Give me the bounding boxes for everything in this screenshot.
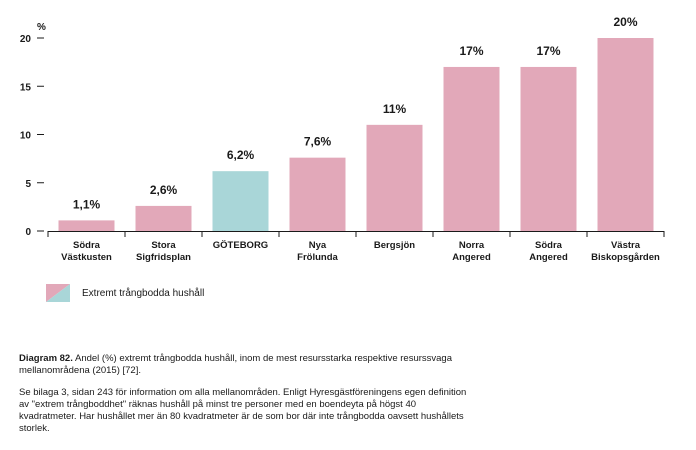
bar xyxy=(366,124,423,231)
legend: Extremt trångbodda hushåll xyxy=(46,284,204,302)
x-tick-label: Biskopsgården xyxy=(591,252,660,263)
legend-swatch-teal xyxy=(46,284,70,302)
x-tick-label: Västkusten xyxy=(61,252,112,263)
x-tick-label: Angered xyxy=(452,252,491,263)
y-axis-unit: % xyxy=(37,22,46,33)
y-tick-label: 0 xyxy=(25,227,31,238)
x-tick-label: Norra xyxy=(459,240,485,251)
x-tick-label: Frölunda xyxy=(297,252,338,263)
data-label: 17% xyxy=(459,44,483,58)
y-tick-label: 10 xyxy=(20,131,32,142)
x-tick-label: Sigfridsplan xyxy=(136,252,191,263)
bar xyxy=(443,66,500,231)
bar xyxy=(597,38,654,231)
x-tick-label: Bergsjön xyxy=(374,240,415,251)
data-label: 6,2% xyxy=(227,148,255,162)
caption-note: Se bilaga 3, sidan 243 för information o… xyxy=(19,387,467,434)
y-tick-label: 20 xyxy=(20,34,32,45)
bar xyxy=(212,171,269,231)
x-tick-label: Angered xyxy=(529,252,568,263)
legend-swatch xyxy=(46,284,70,302)
data-label: 17% xyxy=(536,44,560,58)
bar xyxy=(135,205,192,231)
bar xyxy=(58,220,115,231)
x-tick-label: GÖTEBORG xyxy=(213,240,268,251)
bar xyxy=(520,66,577,231)
data-label: 1,1% xyxy=(73,197,101,211)
data-label: 7,6% xyxy=(304,135,332,149)
x-tick-label: Västra xyxy=(611,240,641,251)
legend-label: Extremt trångbodda hushåll xyxy=(82,287,205,299)
x-tick-label: Södra xyxy=(73,240,101,251)
caption: Diagram 82. Andel (%) extremt trångbodda… xyxy=(19,353,469,445)
caption-text: Andel (%) extremt trångbodda hushåll, in… xyxy=(19,353,452,376)
caption-paragraph: Diagram 82. Andel (%) extremt trångbodda… xyxy=(19,353,469,377)
x-tick-label: Nya xyxy=(309,240,327,251)
data-label: 20% xyxy=(613,15,637,29)
x-tick-label: Stora xyxy=(151,240,176,251)
y-axis: 0 5 10 15 20 xyxy=(20,34,44,238)
data-label: 2,6% xyxy=(150,183,178,197)
caption-title: Diagram 82. xyxy=(19,353,73,364)
data-label: 11% xyxy=(383,102,407,116)
x-tick-label: Södra xyxy=(535,240,563,251)
bars: 1,1% 2,6% 6,2% 7,6% 11% 17% 17% 20% xyxy=(58,15,654,231)
y-tick-label: 5 xyxy=(25,179,31,190)
x-axis: SödraVästkustenStoraSigfridsplanGÖTEBORG… xyxy=(47,231,665,263)
bar xyxy=(289,157,346,231)
y-tick-label: 15 xyxy=(20,82,32,93)
